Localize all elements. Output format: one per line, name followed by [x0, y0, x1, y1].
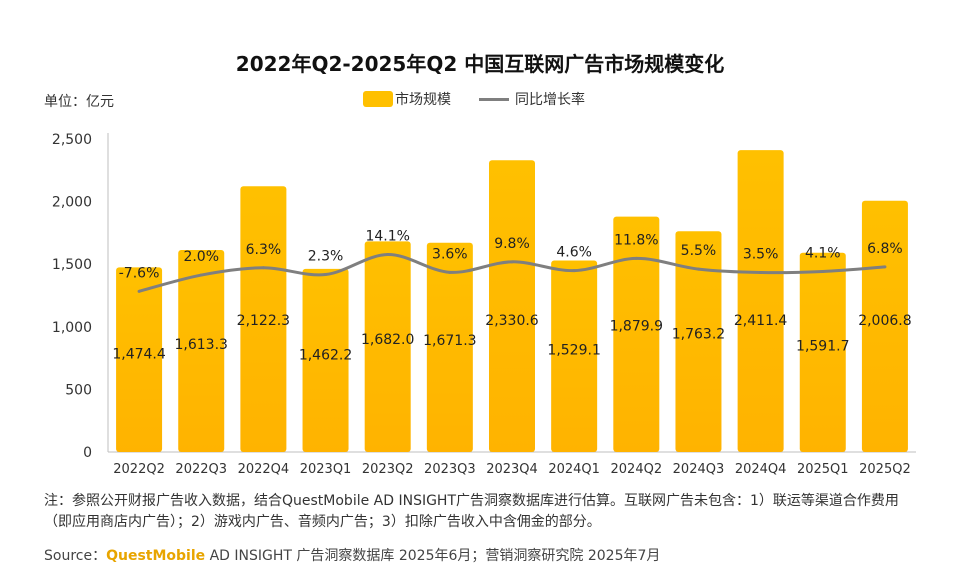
- growth-value-label: 3.5%: [743, 247, 779, 263]
- growth-value-label: 6.3%: [246, 242, 282, 258]
- growth-point: [137, 289, 141, 293]
- y-tick-label: 1,500: [52, 257, 92, 273]
- x-tick-label: 2023Q2: [362, 462, 414, 477]
- source-brand: QuestMobile: [106, 548, 206, 564]
- growth-value-label: -7.6%: [119, 265, 160, 281]
- bar: [426, 242, 473, 452]
- growth-value-label: 14.1%: [365, 229, 409, 245]
- bar-value-label: 1,529.1: [547, 343, 600, 359]
- legend-bar-label: 市场规模: [395, 92, 451, 108]
- bar-value-label: 2,006.8: [858, 313, 911, 329]
- x-tick-label: 2024Q3: [673, 462, 725, 477]
- x-tick-label: 2025Q1: [797, 462, 849, 477]
- bar: [240, 186, 287, 453]
- bar-value-label: 1,591.7: [796, 338, 849, 354]
- y-tick-label: 2,000: [52, 195, 92, 211]
- source-prefix: Source：: [44, 548, 107, 564]
- legend-item-line: 同比增长率: [479, 89, 585, 109]
- growth-point: [759, 271, 763, 274]
- growth-value-label: 11.8%: [614, 232, 658, 248]
- x-tick-label: 2022Q2: [113, 462, 165, 477]
- bar-value-label: 2,122.3: [237, 313, 290, 329]
- bar-value-label: 1,474.4: [112, 346, 166, 362]
- growth-point: [634, 256, 638, 260]
- growth-point: [448, 270, 452, 274]
- x-tick-label: 2024Q2: [611, 462, 663, 477]
- x-tick-label: 2022Q4: [238, 462, 290, 477]
- bar-value-label: 1,682.0: [361, 332, 414, 348]
- unit-label: 单位：亿元: [44, 94, 114, 110]
- bar: [861, 200, 908, 452]
- bar: [551, 260, 598, 452]
- bar-value-label: 1,462.2: [299, 347, 352, 363]
- bar: [302, 268, 349, 452]
- bar: [737, 150, 784, 452]
- growth-value-label: 3.6%: [432, 246, 468, 262]
- bar: [799, 252, 846, 452]
- growth-point: [821, 269, 825, 273]
- footnote: 注：参照公开财报广告收入数据，结合QuestMobile AD INSIGHT广…: [44, 493, 899, 530]
- x-tick-label: 2023Q4: [486, 462, 538, 477]
- x-tick-label: 2023Q1: [300, 462, 352, 477]
- growth-point: [324, 273, 328, 277]
- x-tick-label: 2024Q4: [735, 462, 787, 477]
- y-tick-label: 1,000: [52, 320, 92, 336]
- growth-point: [510, 260, 514, 264]
- growth-point: [386, 253, 390, 257]
- source-line: Source：QuestMobile AD INSIGHT 广告洞察数据库 20…: [44, 545, 660, 565]
- bar: [613, 216, 660, 452]
- growth-point: [696, 267, 700, 271]
- growth-value-label: 6.8%: [867, 241, 903, 257]
- bar-value-label: 1,671.3: [423, 333, 476, 349]
- legend-line-swatch: [479, 97, 509, 101]
- bar-value-label: 1,879.9: [610, 319, 663, 335]
- legend-line-label: 同比增长率: [515, 92, 585, 108]
- source-text: AD INSIGHT 广告洞察数据库 2025年6月；营销洞察研究院 2025年…: [205, 548, 661, 564]
- growth-value-label: 2.3%: [308, 249, 344, 265]
- bar: [364, 241, 411, 452]
- bar-value-label: 2,411.4: [734, 313, 788, 329]
- legend: 市场规模 同比增长率: [363, 89, 613, 109]
- growth-point: [572, 269, 576, 273]
- bar: [675, 231, 722, 452]
- y-tick-label: 0: [83, 445, 92, 461]
- growth-value-label: 2.0%: [183, 249, 219, 265]
- growth-point: [199, 273, 203, 277]
- bar: [116, 267, 163, 452]
- x-tick-label: 2025Q2: [859, 462, 911, 477]
- y-tick-label: 2,500: [52, 132, 92, 148]
- growth-value-label: 9.8%: [494, 236, 530, 252]
- bar: [489, 160, 535, 453]
- legend-bar-swatch: [363, 91, 393, 107]
- bar-value-label: 2,330.6: [485, 313, 539, 329]
- growth-value-label: 4.1%: [805, 245, 841, 261]
- x-tick-label: 2023Q3: [424, 462, 476, 477]
- x-tick-label: 2022Q3: [175, 462, 227, 477]
- growth-point: [261, 266, 265, 270]
- growth-value-label: 4.6%: [556, 245, 592, 261]
- chart-title: 2022年Q2-2025年Q2 中国互联网广告市场规模变化: [235, 52, 725, 76]
- y-tick-label: 500: [65, 382, 92, 398]
- growth-value-label: 5.5%: [681, 243, 717, 259]
- bar: [178, 250, 225, 452]
- bar-value-label: 1,613.3: [175, 337, 228, 353]
- bar-value-label: 1,763.2: [672, 327, 725, 343]
- x-tick-label: 2024Q1: [548, 462, 600, 477]
- legend-item-bar: 市场规模: [363, 89, 451, 109]
- growth-point: [883, 265, 887, 269]
